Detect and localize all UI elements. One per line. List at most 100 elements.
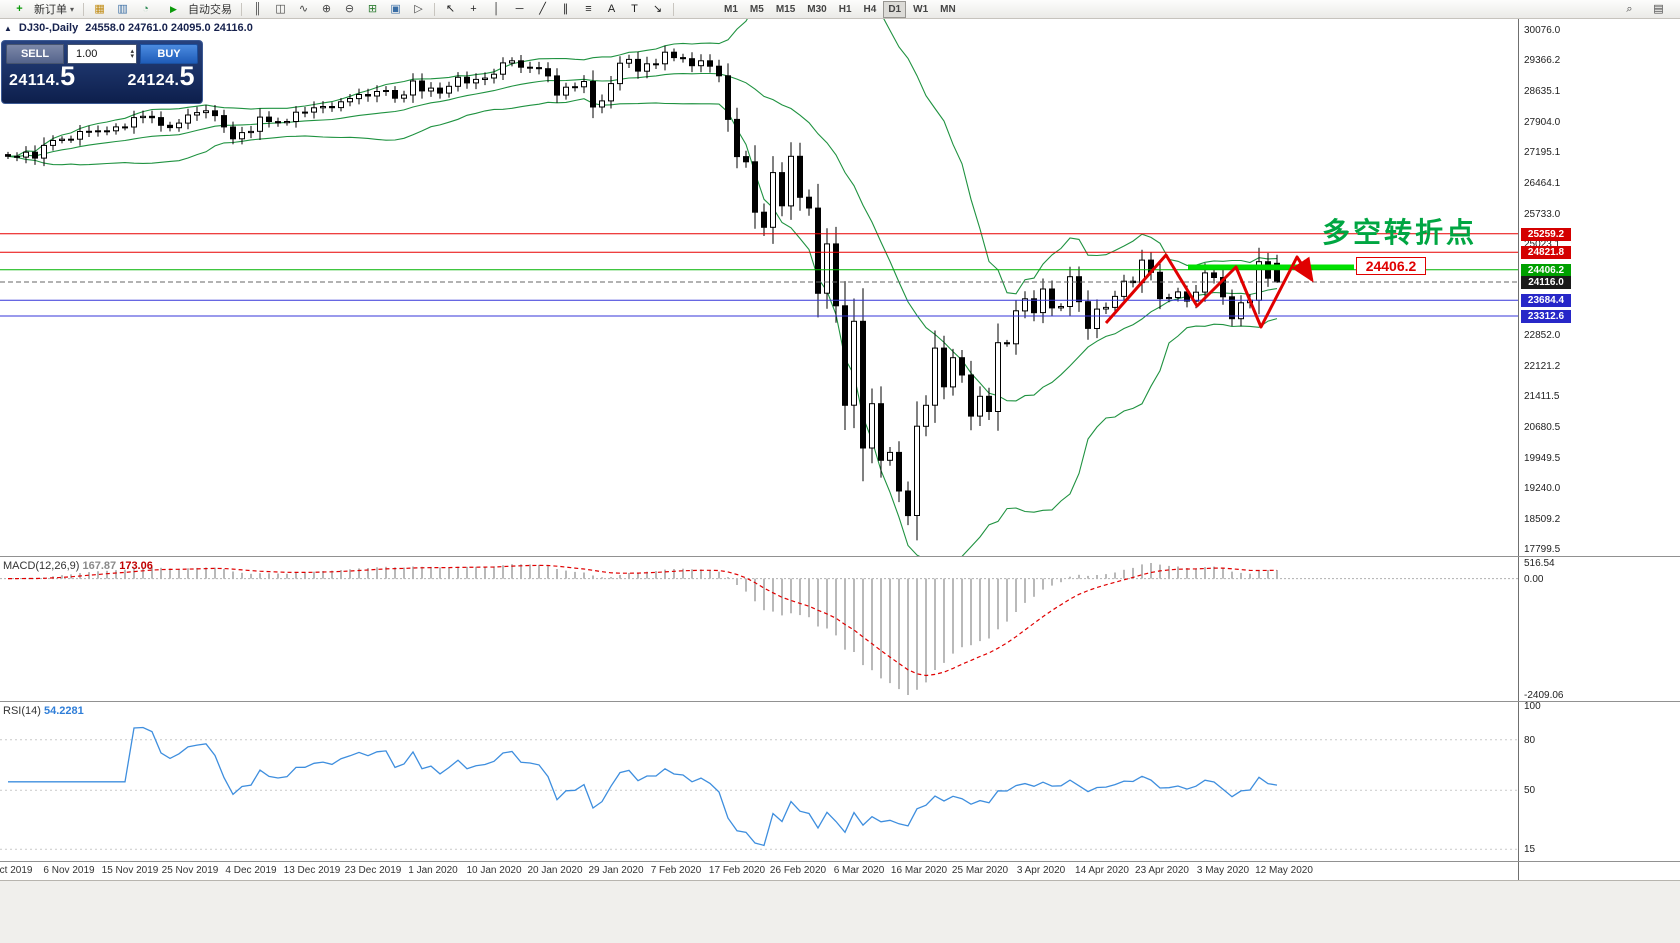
date-label: 8 Oct 2019 xyxy=(0,865,33,876)
window-restore-icon[interactable]: ▤ xyxy=(1653,2,1664,15)
fibonacci-icon[interactable]: ≡ xyxy=(585,2,592,15)
price-tick-label: 22121.2 xyxy=(1524,361,1561,372)
timeframe-m30-button[interactable]: M30 xyxy=(807,3,827,15)
price-tick-label: 18509.2 xyxy=(1524,514,1561,525)
search-icon[interactable]: ⌕ xyxy=(1626,2,1633,15)
chart-icon: ▲ xyxy=(4,23,12,33)
new-order-label: 新订单 xyxy=(34,4,67,16)
date-label: 3 May 2020 xyxy=(1196,865,1250,876)
zoom-in-icon[interactable]: ⊕ xyxy=(321,2,332,15)
toolbar-separator xyxy=(83,2,85,16)
chart-title: ▲ DJ30-,Daily 24558.0 24761.0 24095.0 24… xyxy=(4,22,253,34)
horizontal-line-icon[interactable]: ─ xyxy=(515,2,524,15)
chart-shift-icon[interactable]: ▷ xyxy=(414,2,423,15)
price-tick-label: 17799.5 xyxy=(1524,544,1561,555)
date-label: 10 Jan 2020 xyxy=(466,865,522,876)
date-label: 26 Feb 2020 xyxy=(769,865,827,876)
price-axis[interactable]: 30076.0 29366.2 28635.1 27904.0 27195.1 26464… xyxy=(1518,18,1680,880)
auto-trading-label: 自动交易 xyxy=(188,4,233,16)
toolbar-panel-icons: ▦ ▥ ◔ xyxy=(88,1,157,18)
price-callout-label: 24406.2 xyxy=(1356,257,1426,275)
price-tick-label: 21411.5 xyxy=(1524,391,1560,402)
text-icon[interactable]: A xyxy=(607,2,616,15)
market-watch-icon[interactable]: ▦ xyxy=(94,2,105,15)
toolbar: + 新订单 ▾ ▦ ▥ ◔ ▶ 自动交易 ║ ◫ ∿ ⊕ ⊖ ⊞ ▣ ▷ ↖ + │ ─ ╱ ∥ ≡ A T ↘ M… xyxy=(0,0,1680,19)
chevron-down-icon: ▾ xyxy=(70,4,75,14)
channel-icon[interactable]: ∥ xyxy=(562,2,569,15)
symbol-period-label: DJ30-,Daily xyxy=(18,22,79,34)
price-tag: 24821.8 xyxy=(1521,246,1571,259)
price-tick-label: 26464.1 xyxy=(1524,178,1561,189)
toolbar-separator xyxy=(241,2,243,16)
indicator-axis-label: 15 xyxy=(1524,844,1536,855)
candlestick-chart-icon[interactable]: ◫ xyxy=(275,2,286,15)
volume-value: 1.00 xyxy=(76,48,98,60)
line-chart-icon[interactable]: ∿ xyxy=(298,2,309,15)
timeframe-m15-button[interactable]: M15 xyxy=(775,3,796,15)
indicator-axis-label: 0.00 xyxy=(1524,574,1544,585)
price-tick-label: 30076.0 xyxy=(1524,25,1561,36)
date-label: 20 Jan 2020 xyxy=(527,865,583,876)
price-tag: 23684.4 xyxy=(1521,294,1571,307)
toolbar-separator xyxy=(673,2,675,16)
auto-trading-button[interactable]: ▶ 自动交易 xyxy=(157,1,237,18)
volume-input[interactable]: 1.00 ▴ ▾ xyxy=(67,44,137,64)
indicator-axis-label: 516.54 xyxy=(1524,558,1555,569)
price-tick-label: 19240.0 xyxy=(1524,483,1561,494)
macd-chart[interactable] xyxy=(0,557,1518,701)
annotation-text: 多空转折点 xyxy=(1322,217,1478,248)
panel-separator[interactable] xyxy=(0,861,1680,862)
volume-down-button[interactable]: ▾ xyxy=(130,53,134,60)
timeframe-m5-button[interactable]: M5 xyxy=(749,3,764,15)
rsi-chart[interactable] xyxy=(0,702,1518,861)
window-background xyxy=(0,880,1680,943)
zoom-out-icon[interactable]: ⊖ xyxy=(344,2,355,15)
price-chart[interactable] xyxy=(0,18,1518,556)
price-tick-label: 19949.5 xyxy=(1524,453,1561,464)
bar-chart-icon[interactable]: ║ xyxy=(253,2,262,15)
indicator-axis-label: 80 xyxy=(1524,735,1536,746)
crosshair-icon[interactable]: + xyxy=(470,2,477,15)
timeframe-m1-button[interactable]: M1 xyxy=(724,3,738,15)
toolbar-drawing-icons: ↖ + │ ─ ╱ ∥ ≡ A T ↘ xyxy=(439,1,669,18)
one-click-trading-panel: SELL 1.00 ▴ ▾ BUY 24114.5 24124.5 xyxy=(1,40,203,104)
new-order-button[interactable]: + 新订单 ▾ xyxy=(3,1,79,18)
price-tick-label: 27904.0 xyxy=(1524,117,1561,128)
timeframe-d1-button[interactable]: D1 xyxy=(883,0,907,18)
sell-button[interactable]: SELL xyxy=(6,44,64,64)
panel-separator[interactable] xyxy=(0,701,1680,702)
date-label: 12 May 2020 xyxy=(1255,865,1313,876)
ohlc-values: 24558.0 24761.0 24095.0 24116.0 xyxy=(85,22,253,34)
timeframe-mn-button[interactable]: MN xyxy=(940,3,956,15)
price-tick-label: 20680.5 xyxy=(1524,422,1561,433)
trendline-icon[interactable]: ╱ xyxy=(539,2,546,15)
date-label: 3 Apr 2020 xyxy=(1016,865,1066,876)
date-label: 6 Nov 2019 xyxy=(43,865,95,876)
tile-windows-icon[interactable]: ⊞ xyxy=(367,2,378,15)
price-tick-label: 28635.1 xyxy=(1524,86,1561,97)
buy-button[interactable]: BUY xyxy=(140,44,198,64)
panel-separator[interactable] xyxy=(0,556,1680,557)
price-tag: 25259.2 xyxy=(1521,228,1571,241)
label-icon[interactable]: T xyxy=(631,2,638,15)
timeframe-h1-button[interactable]: H1 xyxy=(838,3,852,15)
timeframe-h4-button[interactable]: H4 xyxy=(863,3,877,15)
timeframe-buttons: M1 M5 M15 M30 H1 H4 D1 W1 MN xyxy=(718,0,962,18)
cascade-windows-icon[interactable]: ▣ xyxy=(390,2,401,15)
arrows-icon[interactable]: ↘ xyxy=(652,2,663,15)
date-label: 7 Feb 2020 xyxy=(650,865,702,876)
volume-up-button[interactable]: ▴ xyxy=(130,48,134,55)
cursor-icon[interactable]: ↖ xyxy=(445,2,456,15)
sell-price: 24114.5 xyxy=(9,61,76,91)
indicator-axis-label: -2409.06 xyxy=(1524,690,1564,701)
toolbar-right-icons: ⌕ ▤ xyxy=(1618,1,1680,18)
price-tick-label: 25023.1 xyxy=(1524,239,1561,250)
date-label: 25 Nov 2019 xyxy=(161,865,219,876)
vertical-line-icon[interactable]: │ xyxy=(493,2,500,15)
date-label: 16 Mar 2020 xyxy=(890,865,948,876)
timeframe-w1-button[interactable]: W1 xyxy=(913,3,929,15)
navigator-icon[interactable]: ◔ xyxy=(142,2,149,15)
data-window-icon[interactable]: ▥ xyxy=(117,2,128,15)
